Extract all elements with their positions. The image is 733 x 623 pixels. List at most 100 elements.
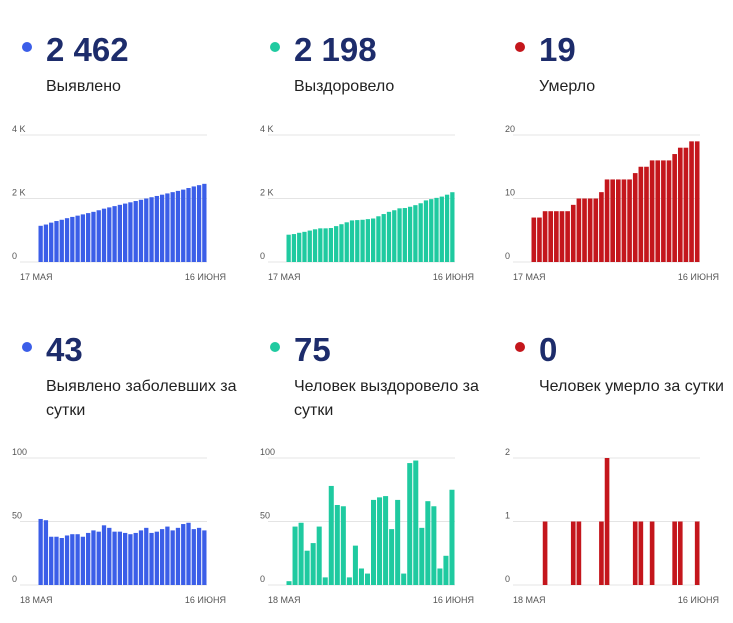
bar [316, 526, 322, 585]
x-tick-label-end: 16 ИЮНЯ [678, 272, 719, 282]
bar [75, 534, 80, 585]
bar [431, 506, 437, 585]
y-tick-label: 0 [505, 251, 510, 261]
legend-dot-icon [515, 42, 525, 52]
bar [328, 228, 334, 262]
bar [91, 211, 96, 262]
bar [191, 529, 196, 585]
bar [401, 573, 407, 585]
legend-dot-icon [270, 42, 280, 52]
bar [649, 521, 655, 585]
bar [570, 521, 576, 585]
bar [43, 520, 49, 585]
bar [49, 536, 54, 585]
bar [434, 197, 439, 262]
bar [96, 210, 101, 262]
bar [96, 531, 101, 585]
bar [133, 201, 138, 262]
bar [291, 234, 297, 262]
bar [322, 577, 328, 585]
bar [202, 530, 207, 585]
bar [599, 521, 604, 585]
bar [419, 527, 425, 585]
bar [638, 521, 644, 585]
bar [450, 192, 455, 262]
chart-deaths-daily: 0 1 2 18 МАЯ 16 ИЮНЯ [505, 447, 719, 605]
bar [117, 531, 122, 585]
chart-recovered-daily: 0 50 100 18 МАЯ 16 ИЮНЯ [260, 447, 474, 605]
bar [54, 536, 59, 585]
bar [358, 568, 364, 585]
stat-label: Умерло [539, 78, 596, 95]
bar [165, 526, 170, 585]
bar [144, 527, 149, 585]
bar [437, 568, 443, 585]
bar [377, 497, 383, 585]
stat-value: 43 [46, 331, 83, 368]
bar [349, 220, 355, 262]
x-tick-label-start: 18 МАЯ [268, 595, 301, 605]
bar [548, 211, 554, 262]
bar [86, 213, 91, 262]
bar [655, 160, 661, 262]
bar [376, 216, 381, 262]
legend-dot-icon [22, 342, 32, 352]
bar [186, 188, 191, 262]
chart-recovered-total: 0 2 K 4 K 17 МАЯ 16 ИЮНЯ [260, 124, 474, 282]
bar [593, 198, 599, 262]
bar [649, 160, 655, 262]
x-tick-label-end: 16 ИЮНЯ [433, 272, 474, 282]
bar [364, 573, 370, 585]
bar [371, 218, 376, 262]
bar [175, 527, 181, 585]
bar [542, 521, 548, 585]
x-tick-label-start: 17 МАЯ [20, 272, 53, 282]
bar [307, 230, 312, 262]
bar [181, 524, 186, 585]
bar [397, 208, 402, 262]
bar [371, 499, 377, 585]
bar [181, 189, 186, 262]
bar [632, 521, 638, 585]
bar [604, 458, 610, 585]
bar [170, 530, 175, 585]
bar [616, 179, 621, 262]
bar [576, 521, 582, 585]
x-tick-label-end: 16 ИЮНЯ [678, 595, 719, 605]
bar [677, 521, 683, 585]
y-tick-label: 1 [505, 511, 510, 521]
bar [149, 197, 154, 262]
bar [64, 535, 70, 585]
bar [587, 198, 593, 262]
bar [323, 228, 328, 262]
bar [413, 460, 419, 585]
bar [138, 199, 144, 262]
bar [170, 192, 175, 262]
stat-label: Выявлено [46, 78, 121, 95]
y-tick-label: 4 K [260, 124, 274, 134]
bar [70, 216, 75, 262]
bar [75, 215, 80, 262]
bar [196, 185, 202, 262]
bar [413, 205, 418, 262]
bar [310, 543, 316, 585]
y-tick-label: 20 [505, 124, 515, 134]
bar [144, 198, 149, 262]
bar [202, 183, 207, 262]
bar [661, 160, 666, 262]
bar [346, 577, 352, 585]
bar [689, 141, 694, 262]
bar [38, 225, 43, 262]
bar [694, 141, 700, 262]
bar [429, 199, 434, 262]
x-tick-label-end: 16 ИЮНЯ [185, 272, 226, 282]
x-tick-label-end: 16 ИЮНЯ [185, 595, 226, 605]
legend-dot-icon [270, 342, 280, 352]
bar [159, 194, 165, 262]
y-tick-label: 10 [505, 188, 515, 198]
bar [191, 186, 196, 262]
bar [683, 147, 689, 262]
bar [80, 214, 86, 262]
x-tick-label-end: 16 ИЮНЯ [433, 595, 474, 605]
bar [599, 192, 604, 262]
